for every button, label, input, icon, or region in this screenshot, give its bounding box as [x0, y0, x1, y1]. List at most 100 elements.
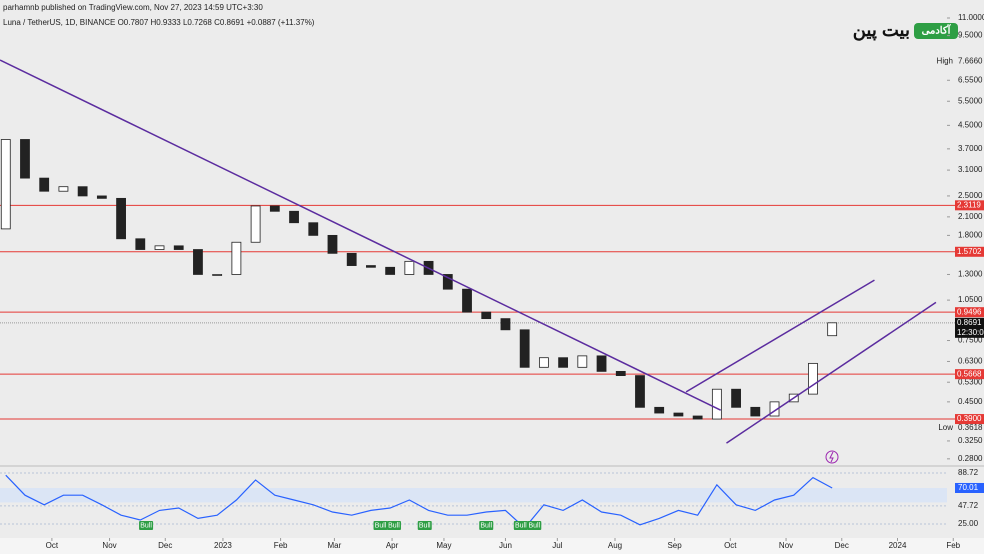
- level-label-bg: [955, 414, 984, 425]
- x-tick-label: Apr: [386, 541, 399, 550]
- candle-body: [404, 260, 415, 275]
- candle-body: [654, 406, 665, 414]
- level-label: 0.9496: [957, 307, 982, 316]
- low-label: 0.3618: [958, 423, 983, 432]
- y-tick-label: 1.0500: [958, 295, 983, 304]
- x-tick-label: Oct: [46, 541, 59, 550]
- candle-body: [327, 234, 338, 254]
- x-tick-label: Jul: [552, 541, 562, 550]
- x-tick-label: Sep: [667, 541, 682, 550]
- rsi-current-label: 70.01: [958, 483, 979, 492]
- candle-body: [154, 245, 165, 250]
- candle-body: [692, 415, 703, 420]
- candle-body: [538, 357, 549, 368]
- y-tick-label: 0.2800: [958, 454, 983, 463]
- y-tick-label: 3.1000: [958, 165, 983, 174]
- y-tick-label: 2.1000: [958, 212, 983, 221]
- bull-signal: Bull: [480, 522, 492, 529]
- candle-body: [711, 388, 722, 420]
- candle-body: [500, 318, 511, 331]
- x-tick-label: Dec: [835, 541, 849, 550]
- candle-body: [269, 205, 280, 212]
- y-tick-label: 11.0000: [958, 13, 984, 22]
- x-tick-label: Mar: [328, 541, 342, 550]
- x-tick-label: Feb: [946, 541, 960, 550]
- symbol-info: Luna / TetherUS, 1D, BINANCE O0.7807 H0.…: [3, 18, 315, 27]
- trendline: [685, 279, 875, 393]
- bull-signal-bg: [417, 521, 432, 530]
- candle-body: [39, 177, 50, 192]
- candle-body: [615, 370, 626, 377]
- candle-body: [635, 375, 645, 408]
- candle-body: [289, 210, 299, 224]
- level-label-bg: [955, 200, 984, 211]
- x-tick-label: Dec: [158, 541, 172, 550]
- level-label: 0.5668: [957, 369, 982, 378]
- y-tick-label: 4.5000: [958, 120, 983, 129]
- bull-signal-bg: [479, 521, 494, 530]
- x-tick-label: Nov: [779, 541, 793, 550]
- candle-body: [231, 241, 242, 275]
- rsi-band: [0, 488, 947, 503]
- bull-signal-bg: [513, 521, 528, 530]
- candle-body: [212, 274, 223, 276]
- trendline: [726, 301, 937, 444]
- candle-body: [750, 406, 761, 417]
- level-label-bg: [955, 307, 984, 318]
- publisher: parhamnb published on TradingView.com, N…: [3, 3, 263, 12]
- high-label: 7.6660: [958, 56, 983, 65]
- bull-signal: Bull: [388, 522, 400, 529]
- candle-body: [385, 266, 396, 275]
- candle-body: [250, 205, 261, 243]
- x-tick-label: Oct: [724, 541, 737, 550]
- candle-body: [481, 311, 492, 320]
- bull-signal-bg: [386, 521, 401, 530]
- y-tick-label: 5.5000: [958, 96, 983, 105]
- bull-signal-bg: [527, 521, 542, 530]
- bull-signal-bg: [373, 521, 388, 530]
- brand-tag-bg: [914, 23, 958, 39]
- candle-body: [596, 355, 607, 372]
- candle-body: [577, 355, 588, 368]
- y-tick-label: 6.5500: [958, 75, 983, 84]
- low-text: Low: [938, 423, 953, 432]
- y-tick-label: 3.7000: [958, 144, 983, 153]
- candle-body: [442, 274, 453, 290]
- level-label: 0.3900: [957, 414, 982, 423]
- brand-name: بیت پین: [853, 20, 910, 41]
- candle-body: [116, 197, 126, 240]
- level-label: 2.3119: [957, 200, 981, 209]
- bull-signal: Bull: [140, 522, 152, 529]
- y-tick-label: 9.5000: [958, 31, 983, 40]
- bull-signal-bg: [139, 521, 154, 530]
- candle-body: [366, 265, 376, 268]
- candle-body: [827, 322, 838, 337]
- bull-signal: Bull: [375, 522, 387, 529]
- rsi-tick-label: 88.72: [958, 468, 979, 477]
- rsi-line: [5, 474, 833, 529]
- high-text: High: [937, 56, 953, 65]
- alert-icon[interactable]: [825, 450, 839, 464]
- x-tick-label: Jun: [499, 541, 512, 550]
- level-label: 1.5702: [957, 247, 982, 256]
- countdown: 12:30:04: [957, 328, 984, 337]
- candle-body: [462, 288, 472, 313]
- candle-body: [808, 362, 818, 395]
- y-tick-label: 0.7500: [958, 336, 983, 345]
- y-tick-label: 0.6300: [958, 357, 983, 366]
- alert-bolt: [829, 451, 834, 463]
- date-axis-bg: [0, 538, 984, 554]
- level-label-bg: [955, 246, 984, 257]
- y-tick-label: 2.5000: [958, 191, 983, 200]
- candle-body: [135, 238, 146, 250]
- y-tick-label: 0.3250: [958, 436, 983, 445]
- candle-body: [20, 139, 30, 179]
- x-tick-label: Nov: [102, 541, 116, 550]
- x-tick-label: 2024: [889, 541, 907, 550]
- rsi-tick-label: 47.72: [958, 501, 979, 510]
- candle-body: [173, 245, 184, 250]
- bull-signal: Bull: [528, 522, 540, 529]
- candle-body: [0, 139, 11, 230]
